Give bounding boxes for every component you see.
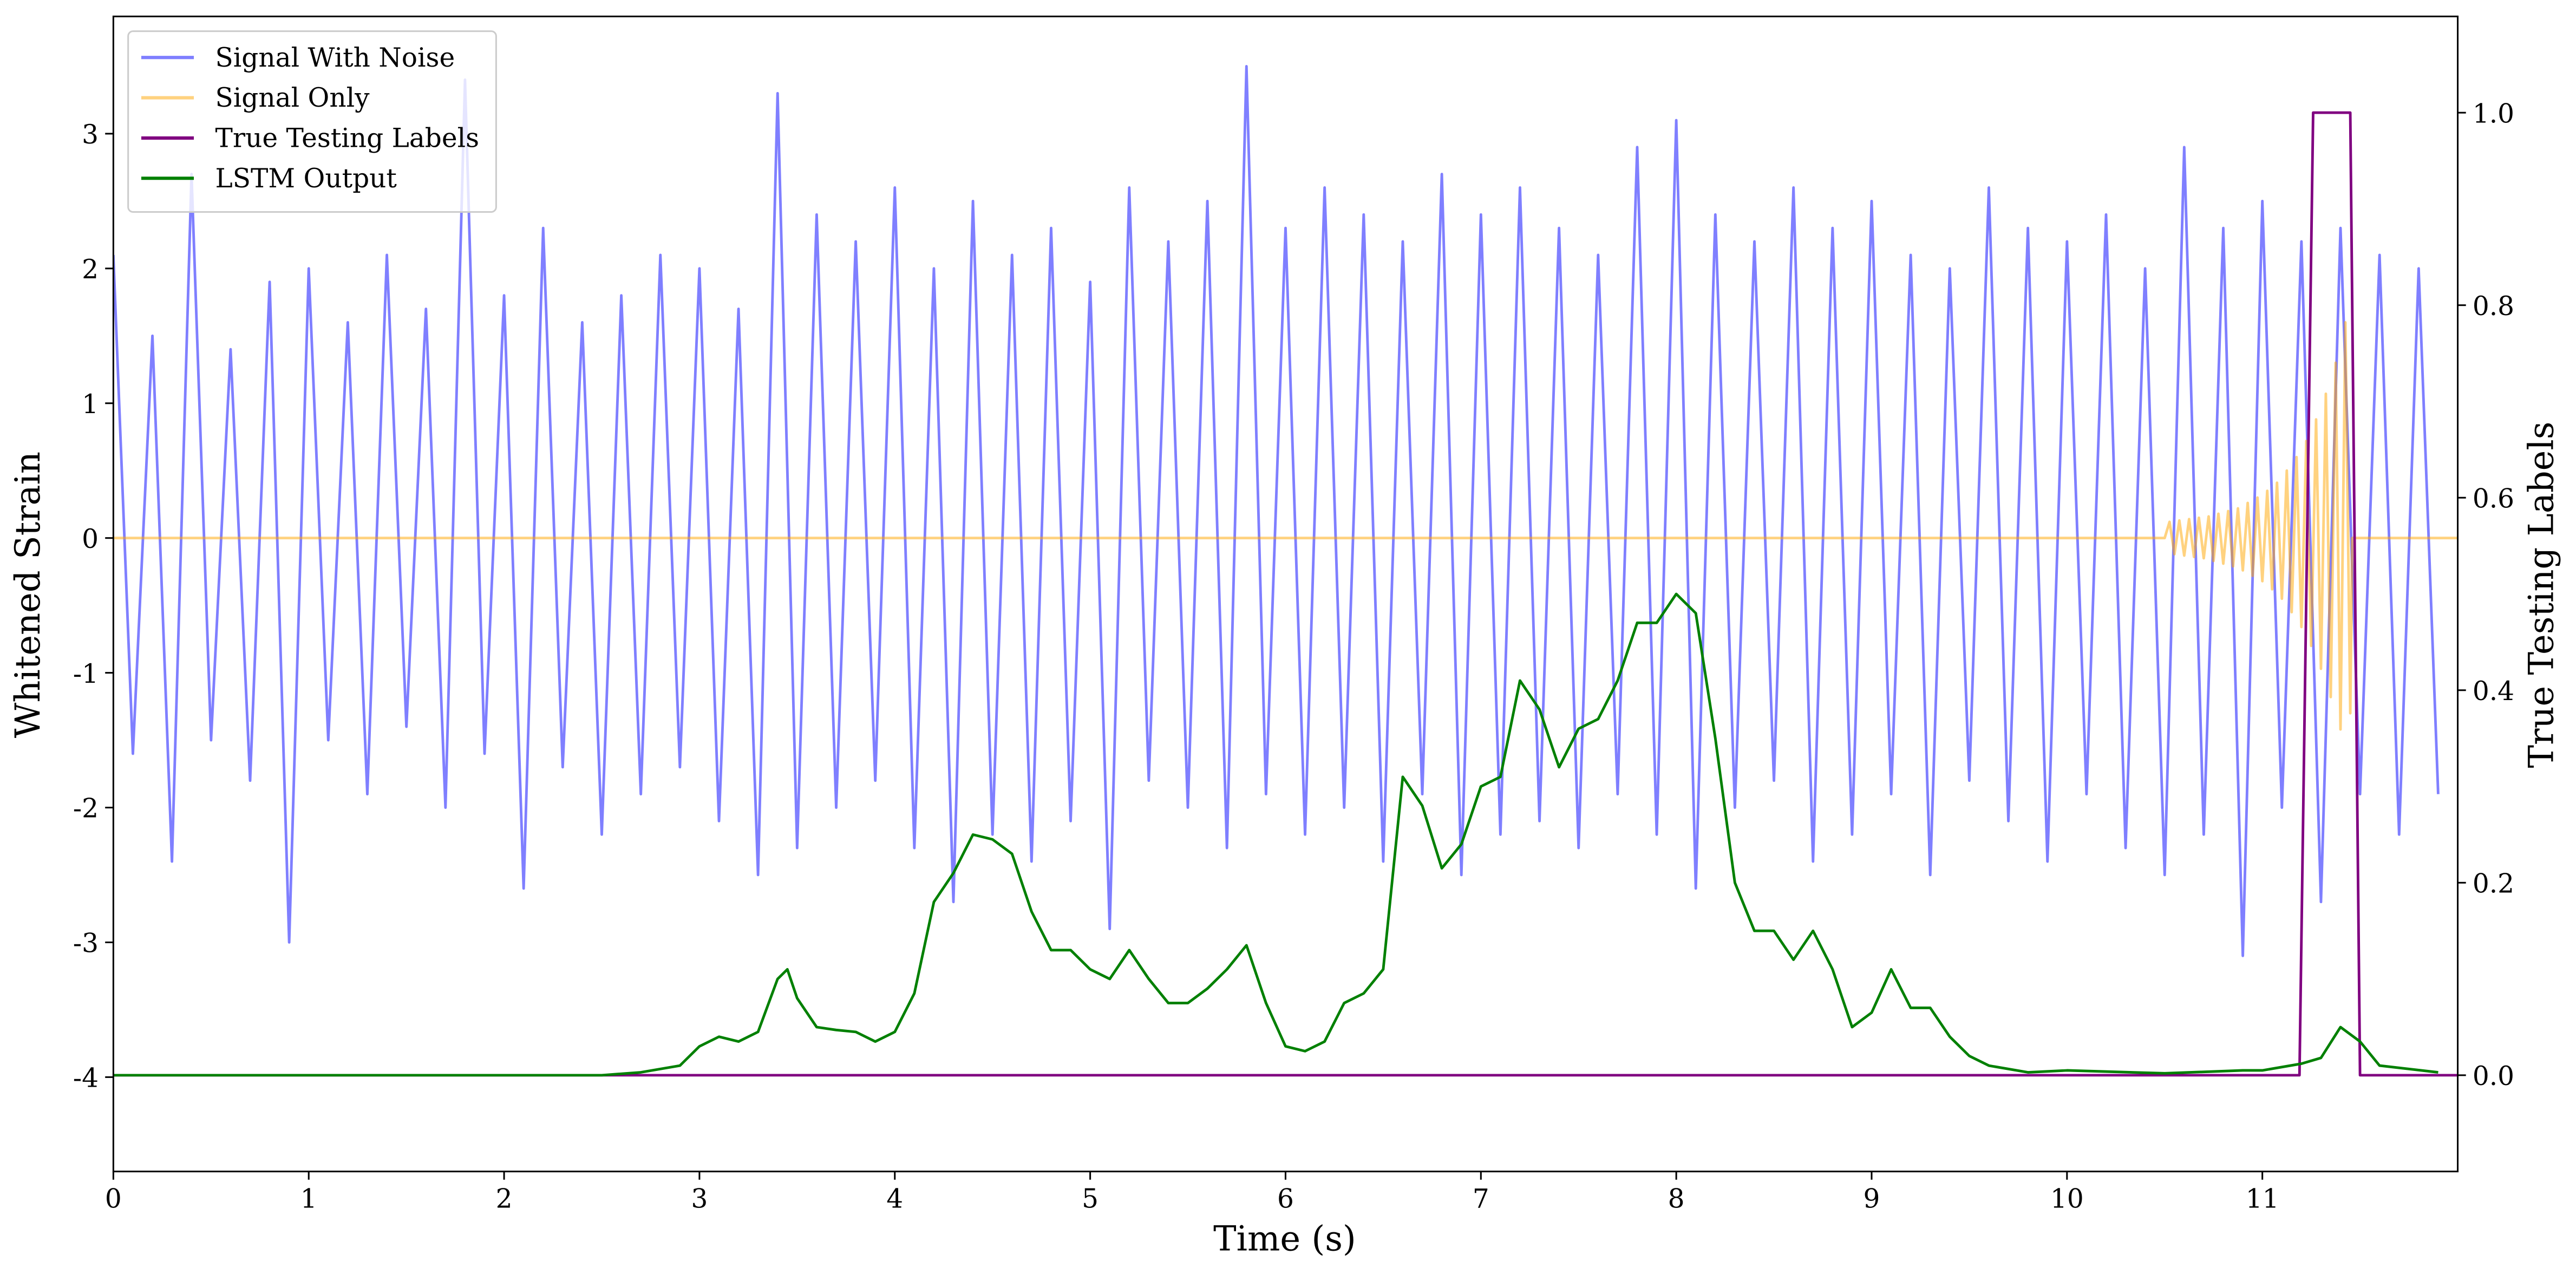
x-tick-label: 8	[1668, 1184, 1685, 1214]
y-tick-label: -2	[73, 794, 99, 824]
y2-tick-label: 0.0	[2473, 1061, 2514, 1092]
y-tick-label: -1	[73, 659, 99, 689]
y2-tick-label: 0.4	[2473, 676, 2514, 707]
series-line	[113, 592, 2438, 1077]
legend: Signal With Noise Signal Only True Testing…	[127, 30, 497, 213]
x-tick-label: 7	[1473, 1184, 1489, 1214]
y-tick-label: -3	[73, 929, 99, 959]
y2-tick-label: 0.8	[2473, 291, 2514, 322]
series-line	[113, 111, 2458, 1077]
series-line	[113, 321, 2458, 731]
y-tick-label: -4	[73, 1063, 99, 1094]
x-tick-label: 11	[2246, 1184, 2279, 1214]
legend-box	[127, 30, 497, 213]
y-tick-label: 2	[82, 254, 99, 285]
y-tick-label: 0	[82, 524, 99, 554]
x-tick-label: 2	[496, 1184, 513, 1214]
legend-label: Signal Only	[215, 83, 370, 113]
x-tick-label: 9	[1864, 1184, 1880, 1214]
y-tick-label: 1	[82, 389, 99, 420]
y2-tick-label: 0.2	[2473, 869, 2514, 899]
y-axis-label: Whitened Strain	[8, 452, 48, 738]
x-tick-label: 1	[300, 1184, 317, 1214]
y2-axis-label: True Testing Labels	[2522, 422, 2562, 768]
x-tick-label: 10	[2050, 1184, 2084, 1214]
x-axis-label: Time (s)	[1213, 1219, 1356, 1259]
x-tick-label: 4	[886, 1184, 903, 1214]
x-tick-label: 3	[691, 1184, 708, 1214]
y-tick-label: 3	[82, 120, 99, 150]
legend-label: True Testing Labels	[215, 123, 480, 154]
legend-label: Signal With Noise	[215, 43, 455, 73]
x-tick-label: 6	[1277, 1184, 1294, 1214]
plot-area	[113, 65, 2458, 1077]
legend-label: LSTM Output	[215, 164, 397, 194]
x-tick-label: 5	[1082, 1184, 1099, 1214]
y2-tick-label: 0.6	[2473, 484, 2514, 514]
y2-tick-label: 1.0	[2473, 99, 2514, 129]
x-tick-label: 0	[105, 1184, 122, 1214]
series-line	[113, 65, 2440, 957]
